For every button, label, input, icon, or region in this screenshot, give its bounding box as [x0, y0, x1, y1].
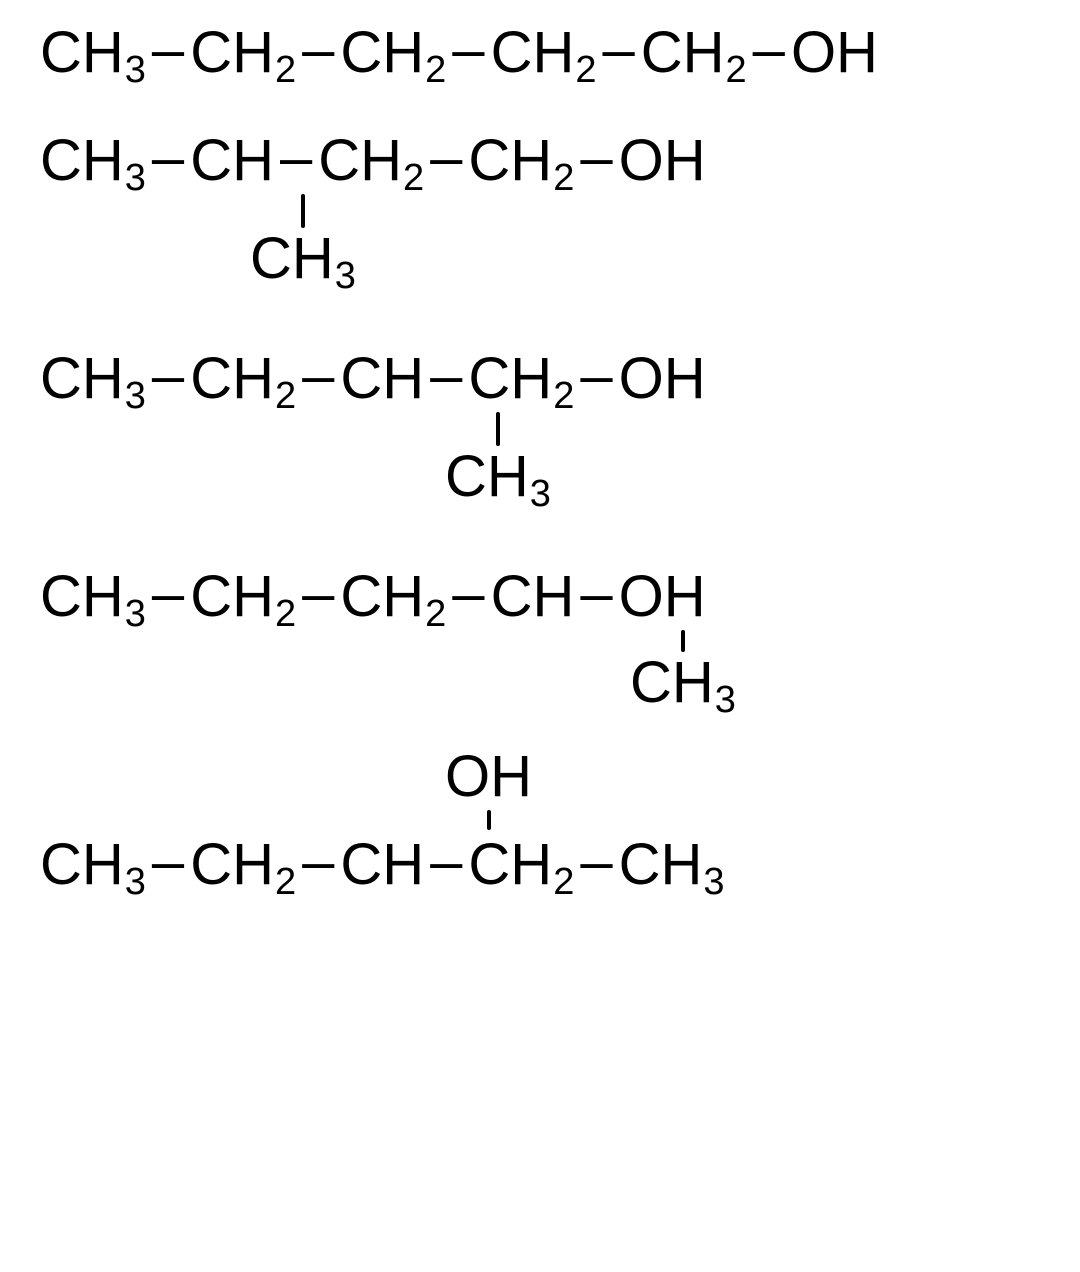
group: CH2 [491, 24, 597, 82]
group: CH [340, 350, 424, 408]
bond: – [574, 347, 618, 405]
group: CH2 [641, 24, 747, 82]
bond: – [574, 833, 618, 891]
branch-up: OH [445, 746, 532, 830]
page: { "meta": { "width_px": 1080, "height_px… [0, 0, 1080, 1272]
bond: – [596, 21, 640, 79]
group: CH3 [40, 350, 146, 408]
group: CH2 [318, 132, 424, 190]
group: CH2 [190, 24, 296, 82]
group: CH2 [468, 836, 574, 894]
bond: – [146, 565, 190, 623]
group: CH2 [190, 836, 296, 894]
group: CH2 [340, 24, 446, 82]
group: CH2 [468, 350, 574, 408]
group: OH [619, 132, 706, 190]
group: OH [619, 568, 706, 626]
bond: – [146, 833, 190, 891]
branch-down: CH3 [630, 630, 736, 712]
group: CH3 [40, 24, 146, 82]
structure-4: CH3 – CH2 – CH2 – CH – OH CH3 [40, 568, 1040, 728]
vertical-bond [496, 412, 500, 446]
bond: – [446, 21, 490, 79]
bond: – [424, 833, 468, 891]
bond: – [296, 833, 340, 891]
bond: – [146, 347, 190, 405]
structure-2: CH3 – CH – CH2 – CH2 – OH CH3 [40, 132, 1040, 332]
branch-down: CH3 [250, 194, 356, 288]
main-chain: CH3 – CH2 – CH2 – CH2 – CH2 – OH [40, 24, 1040, 82]
structure-1: CH3 – CH2 – CH2 – CH2 – CH2 – OH [40, 24, 1040, 114]
vertical-bond [301, 194, 305, 228]
structure-5: OH CH3 – CH2 – CH – CH2 – CH3 [40, 746, 1040, 996]
group: CH3 [40, 568, 146, 626]
bond: – [574, 129, 618, 187]
bond: – [424, 129, 468, 187]
bond: – [296, 347, 340, 405]
group: CH3 [40, 132, 146, 190]
main-chain: CH3 – CH2 – CH – CH2 – CH3 [40, 836, 1040, 894]
branch-label: OH [445, 748, 532, 806]
main-chain: CH3 – CH2 – CH – CH2 – OH [40, 350, 1040, 408]
group: CH2 [468, 132, 574, 190]
group: CH [491, 568, 575, 626]
bond: – [146, 21, 190, 79]
bond: – [574, 565, 618, 623]
bond: – [747, 21, 791, 79]
bond: – [274, 129, 318, 187]
group: CH2 [190, 350, 296, 408]
bond: – [296, 21, 340, 79]
group: CH2 [190, 568, 296, 626]
bond: – [146, 129, 190, 187]
structure-3: CH3 – CH2 – CH – CH2 – OH CH3 [40, 350, 1040, 550]
vertical-bond [487, 810, 491, 830]
bond: – [424, 347, 468, 405]
branch-down: CH3 [445, 412, 551, 506]
group: CH [190, 132, 274, 190]
vertical-bond [681, 630, 685, 652]
main-chain: CH3 – CH2 – CH2 – CH – OH [40, 568, 1040, 626]
group: OH [619, 350, 706, 408]
branch-label: CH3 [630, 654, 736, 712]
branch-label: CH3 [445, 448, 551, 506]
branch-label: CH3 [250, 230, 356, 288]
main-chain: CH3 – CH – CH2 – CH2 – OH [40, 132, 1040, 190]
group: CH2 [340, 568, 446, 626]
group: CH [340, 836, 424, 894]
bond: – [446, 565, 490, 623]
bond: – [296, 565, 340, 623]
group: CH3 [619, 836, 725, 894]
group: OH [791, 24, 878, 82]
group: CH3 [40, 836, 146, 894]
